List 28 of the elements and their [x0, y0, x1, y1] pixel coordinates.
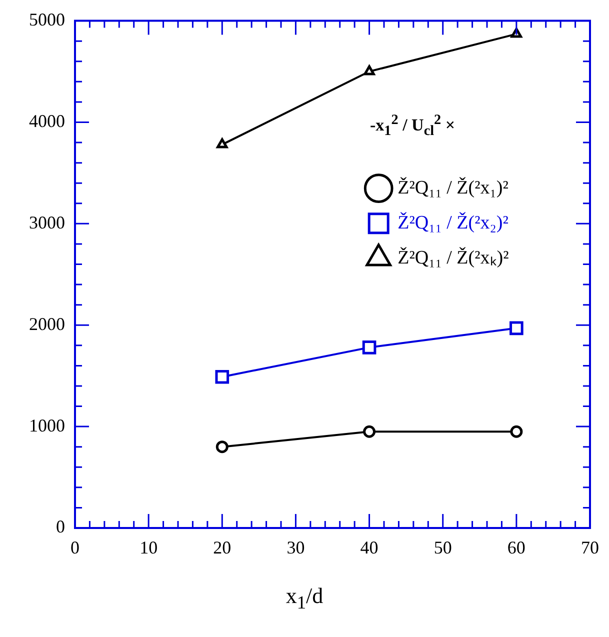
- y-tick-label: 5000: [29, 10, 65, 30]
- point: [364, 65, 375, 76]
- x-tick-label: 20: [213, 538, 232, 558]
- x-tick-label: 60: [507, 538, 526, 558]
- x-tick-label: 70: [581, 538, 599, 558]
- legend-label: Ž²Q₁₁ / Ž(²xₖ)²: [398, 246, 510, 268]
- point: [216, 440, 228, 454]
- y-tick-label: 3000: [29, 212, 65, 232]
- x-tick-label: 50: [434, 538, 452, 558]
- x-axis-title: x$_{1}$/d: [284, 583, 324, 614]
- y-tick-label: 2000: [29, 314, 65, 334]
- point: [216, 138, 228, 148]
- x-tick-label: 10: [140, 538, 158, 558]
- point: [215, 370, 230, 384]
- legend-label: Ž²Q₁₁ / Ž(²x₁)²: [398, 176, 509, 198]
- point: [362, 340, 376, 354]
- annotation: -x$_{1}$$^{2}$ / U$_{cl}$$^{2}$ ×: [370, 112, 456, 140]
- point: [363, 425, 376, 438]
- y-tick-label: 0: [56, 516, 65, 537]
- y-tick-label: 1000: [29, 415, 65, 436]
- point: [510, 28, 522, 38]
- y-tick-label: 4000: [29, 110, 65, 131]
- x-tick-label: 30: [286, 538, 305, 558]
- point: [510, 321, 524, 336]
- x-tick-label: 40: [360, 538, 378, 558]
- legend-label: Ž²Q₁₁ / Ž(²x₂)²: [398, 211, 509, 234]
- x-tick-label: 0: [70, 538, 80, 558]
- point: [510, 425, 523, 438]
